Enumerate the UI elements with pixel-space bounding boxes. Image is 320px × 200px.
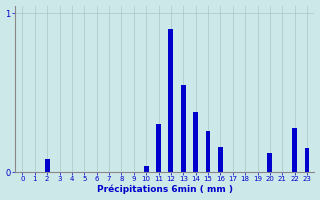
Bar [181, 85, 186, 172]
Bar [168, 29, 173, 172]
Bar [144, 166, 148, 172]
Bar [156, 124, 161, 172]
Bar [205, 131, 211, 172]
Bar [268, 153, 272, 172]
Bar [305, 148, 309, 172]
Bar [292, 128, 297, 172]
Bar [218, 147, 223, 172]
X-axis label: Précipitations 6min ( mm ): Précipitations 6min ( mm ) [97, 185, 233, 194]
Bar [45, 159, 50, 172]
Bar [193, 112, 198, 172]
